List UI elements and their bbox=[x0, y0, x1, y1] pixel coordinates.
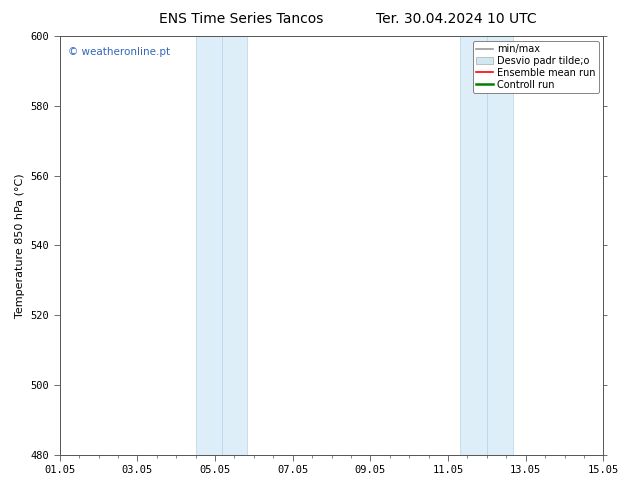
Legend: min/max, Desvio padr tilde;o, Ensemble mean run, Controll run: min/max, Desvio padr tilde;o, Ensemble m… bbox=[473, 41, 598, 93]
Text: ENS Time Series Tancos: ENS Time Series Tancos bbox=[158, 12, 323, 26]
Bar bbox=[460, 36, 487, 455]
Bar bbox=[196, 36, 222, 455]
Y-axis label: Temperature 850 hPa (°C): Temperature 850 hPa (°C) bbox=[15, 173, 25, 318]
Bar bbox=[487, 36, 513, 455]
Bar bbox=[222, 36, 247, 455]
Text: Ter. 30.04.2024 10 UTC: Ter. 30.04.2024 10 UTC bbox=[376, 12, 537, 26]
Text: © weatheronline.pt: © weatheronline.pt bbox=[68, 47, 170, 57]
